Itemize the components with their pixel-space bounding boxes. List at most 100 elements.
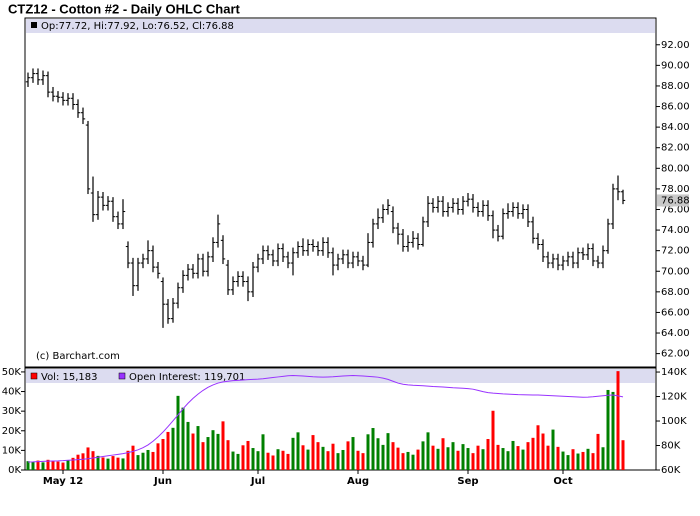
volume-bar xyxy=(411,454,415,470)
x-tick-label: May 12 xyxy=(43,476,83,487)
volume-bar xyxy=(146,449,150,470)
volume-bar xyxy=(201,442,205,470)
y2-tick-label: 120K xyxy=(661,392,687,403)
legend-label: Vol: 15,183 xyxy=(41,372,98,383)
y2-tick-label: 140K xyxy=(661,367,687,378)
volume-bar xyxy=(31,461,35,470)
volume-bar xyxy=(226,440,230,470)
volume-bar xyxy=(356,450,360,470)
volume-bar xyxy=(446,447,450,470)
y-tick-label: 50K xyxy=(2,367,22,378)
volume-bar xyxy=(176,395,180,470)
volume-bar xyxy=(396,447,400,470)
last-price-box xyxy=(657,194,689,207)
y-tick-label: 0K xyxy=(8,465,21,476)
volume-bar xyxy=(496,444,500,470)
y-tick-label: 88.00 xyxy=(661,81,690,92)
volume-bar xyxy=(41,462,45,470)
volume-bar xyxy=(511,440,515,470)
y-tick-label: 70.00 xyxy=(661,266,690,277)
volume-bar xyxy=(431,445,435,470)
y-tick-label: 76.00 xyxy=(661,204,690,215)
volume-bar xyxy=(106,458,110,470)
y-tick-label: 40K xyxy=(2,387,22,398)
volume-bar xyxy=(491,410,495,470)
legend-swatch xyxy=(118,372,126,380)
volume-bar xyxy=(391,442,395,470)
volume-bar xyxy=(171,427,175,470)
volume-bar xyxy=(91,451,95,470)
volume-bar xyxy=(601,447,605,470)
volume-bar xyxy=(286,453,290,470)
header-strip xyxy=(26,19,655,33)
y-tick-label: 78.00 xyxy=(661,184,690,195)
volume-bar xyxy=(81,453,85,470)
y2-tick-label: 80K xyxy=(661,441,681,452)
volume-bar xyxy=(616,371,620,470)
x-tick-label: Oct xyxy=(553,476,572,487)
volume-bar xyxy=(96,455,100,470)
volume-bar xyxy=(206,437,210,470)
volume-bar xyxy=(406,451,410,470)
volume-bar xyxy=(281,450,285,470)
volume-bar xyxy=(571,449,575,470)
y-tick-label: 74.00 xyxy=(661,225,690,236)
volume-bar xyxy=(61,462,65,470)
volume-bar xyxy=(551,429,555,470)
volume-bar xyxy=(181,407,185,470)
volume-bar xyxy=(151,451,155,470)
volume-bar xyxy=(521,449,525,470)
volume-bar xyxy=(271,455,275,470)
volume-bar xyxy=(141,452,145,470)
y2-tick-label: 60K xyxy=(661,465,681,476)
y-tick-label: 62.00 xyxy=(661,349,690,360)
volume-bar xyxy=(386,433,390,470)
volume-bar xyxy=(236,453,240,470)
volume-bar xyxy=(56,461,60,470)
volume-bar xyxy=(451,442,455,470)
volume-bar xyxy=(266,452,270,470)
volume-bar xyxy=(536,425,540,470)
volume-bar xyxy=(476,445,480,470)
volume-bar xyxy=(556,446,560,470)
volume-bar xyxy=(321,446,325,470)
volume-bar xyxy=(111,456,115,470)
x-tick-label: Aug xyxy=(347,476,369,487)
volume-bar xyxy=(341,449,345,470)
volume-bar xyxy=(531,437,535,470)
volume-bar xyxy=(401,453,405,470)
volume-bar xyxy=(606,389,610,470)
volume-bar xyxy=(251,448,255,470)
volume-bar xyxy=(186,421,190,470)
volume-bar xyxy=(36,460,40,470)
volume-bar xyxy=(256,451,260,470)
volume-bar xyxy=(461,444,465,470)
volume-bar xyxy=(361,453,365,470)
volume-bar xyxy=(291,437,295,470)
volume-bar xyxy=(76,454,80,470)
volume-bar xyxy=(541,433,545,470)
y-tick-label: 80.00 xyxy=(661,163,690,174)
volume-bar xyxy=(241,445,245,470)
volume-bar xyxy=(211,430,215,470)
volume-bar xyxy=(196,426,200,470)
volume-bar xyxy=(101,457,105,470)
volume-bar xyxy=(191,433,195,470)
y-tick-label: 10K xyxy=(2,445,22,456)
volume-bar xyxy=(621,440,625,470)
open-interest-line xyxy=(27,374,624,463)
volume-bar xyxy=(221,421,225,470)
y-tick-label: 84.00 xyxy=(661,122,690,133)
volume-bar xyxy=(306,449,310,470)
volume-bar xyxy=(371,428,375,470)
y-tick-label: 68.00 xyxy=(661,287,690,298)
y-tick-label: 86.00 xyxy=(661,102,690,113)
volume-bar xyxy=(26,461,30,470)
x-tick-label: Sep xyxy=(457,476,478,487)
volume-bar xyxy=(276,449,280,470)
volume-bar xyxy=(156,443,160,470)
y2-tick-label: 100K xyxy=(661,416,687,427)
volume-bar xyxy=(611,391,615,470)
volume-bar xyxy=(346,441,350,470)
